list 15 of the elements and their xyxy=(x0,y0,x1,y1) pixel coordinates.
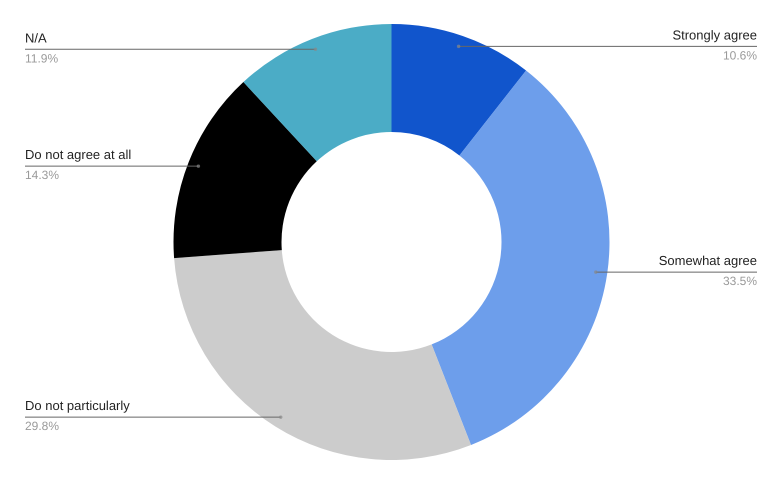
slice-label: Strongly agree xyxy=(672,27,757,42)
donut-slice xyxy=(392,24,526,156)
donut-slice xyxy=(174,82,317,258)
slice-label: Do not particularly xyxy=(25,398,130,414)
data-label: 14.3% xyxy=(25,168,60,182)
donut-slice xyxy=(432,70,610,445)
slice-label: Somewhat agree xyxy=(658,253,757,268)
data-label: 11.9% xyxy=(25,51,58,66)
donut-slice xyxy=(174,250,472,460)
data-label: 29.8% xyxy=(25,419,60,434)
data-label: 33.5% xyxy=(722,274,758,288)
donut-slice xyxy=(243,24,392,162)
data-label: 10.6% xyxy=(722,48,758,62)
slice-label: Do not agree at all xyxy=(25,147,132,162)
slice-label: N/A xyxy=(25,30,47,46)
